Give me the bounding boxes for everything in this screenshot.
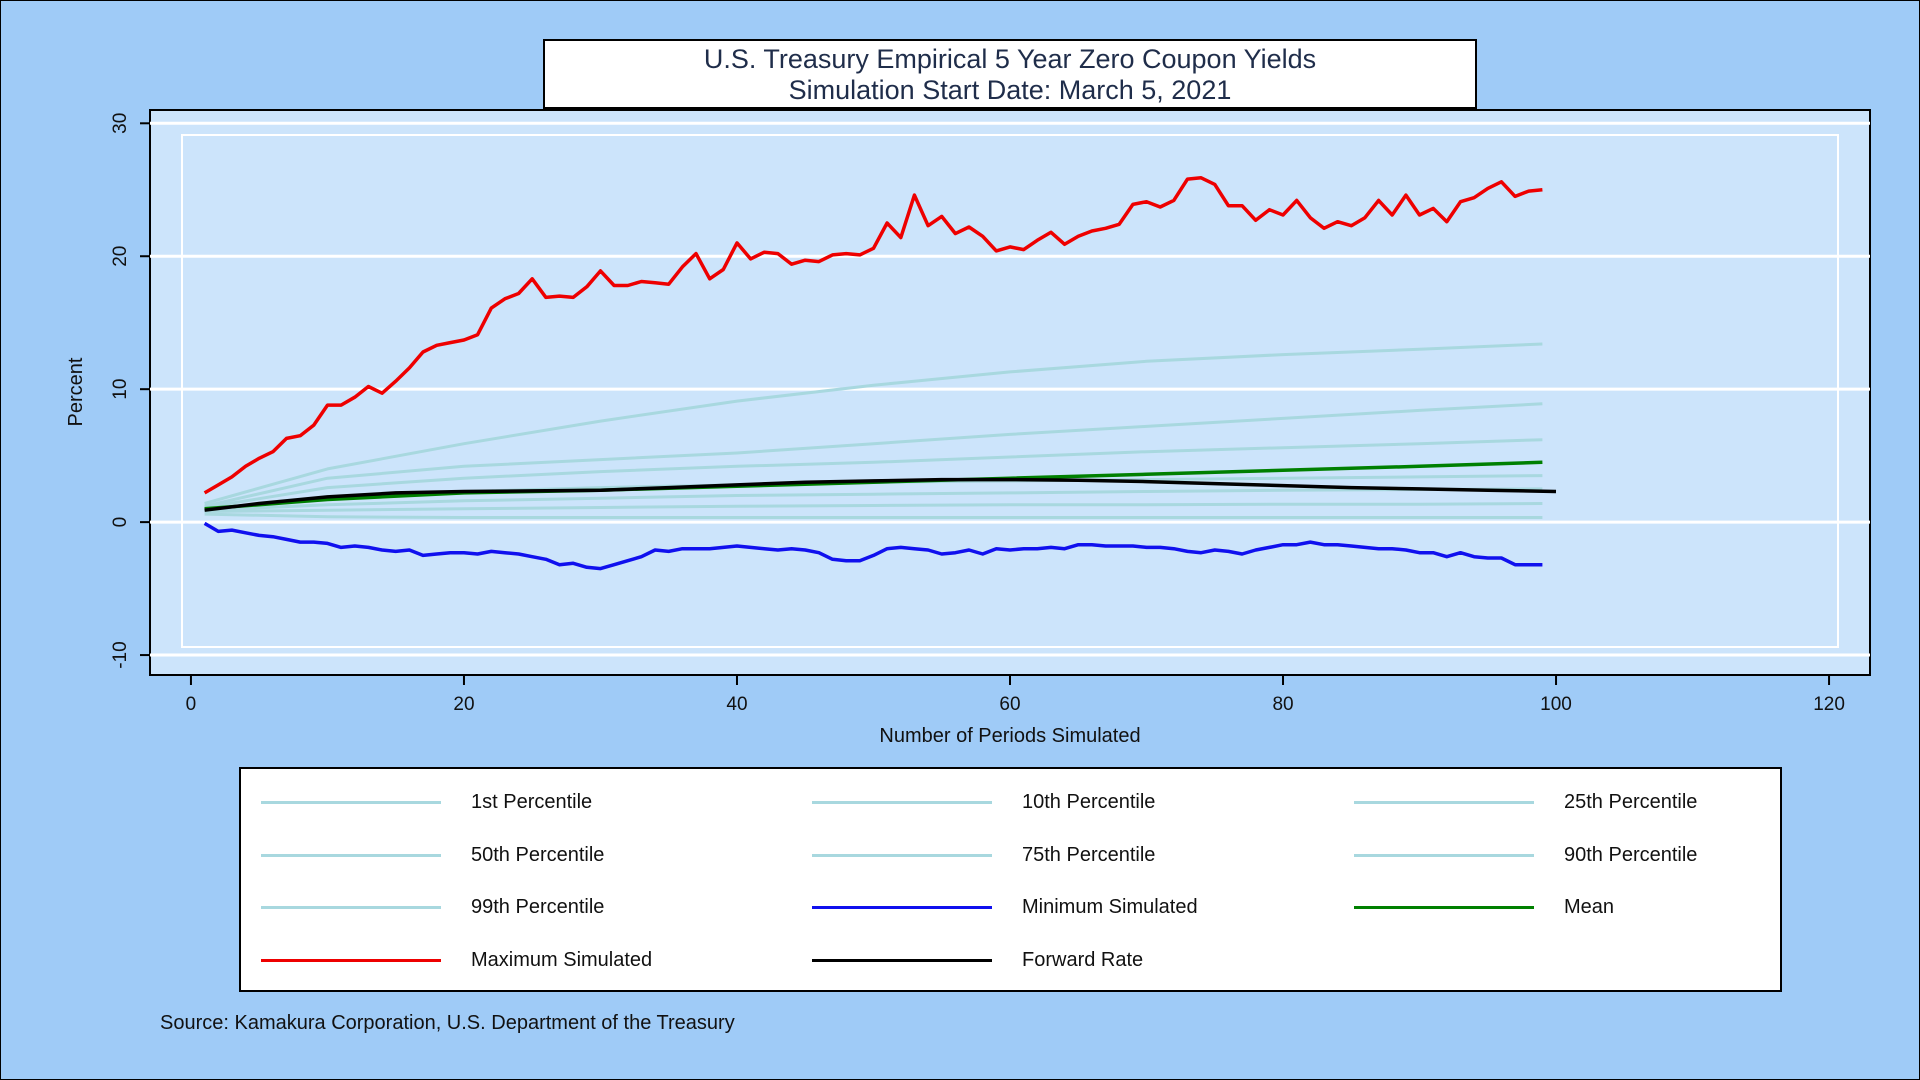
legend-swatch bbox=[812, 853, 992, 857]
x-tick-label-0: 0 bbox=[186, 694, 197, 715]
legend-label: Minimum Simulated bbox=[1022, 895, 1198, 918]
chart-subtitle: Simulation Start Date: March 5, 2021 bbox=[788, 75, 1232, 105]
series-line-25th-percentile bbox=[204, 487, 1543, 512]
x-tick-label-2: 40 bbox=[726, 694, 747, 715]
legend-swatch bbox=[261, 958, 441, 962]
y-tick-label-0: -10 bbox=[110, 641, 131, 668]
plot-area bbox=[149, 109, 1871, 676]
legend-label: 50th Percentile bbox=[471, 843, 605, 866]
y-tick-label-4: 30 bbox=[110, 113, 131, 134]
legend-swatch bbox=[1354, 905, 1534, 909]
series-line-99th-percentile bbox=[204, 342, 1543, 505]
legend-item-25th-percentile: 25th Percentile bbox=[1354, 787, 1697, 817]
x-axis-title: Number of Periods Simulated bbox=[879, 725, 1140, 747]
x-tick-label-1: 20 bbox=[453, 694, 474, 715]
source-note: Source: Kamakura Corporation, U.S. Depar… bbox=[160, 1012, 735, 1034]
axes: -10 0 10 20 30 0 20 40 60 80 100 120 bbox=[110, 113, 1845, 715]
chart-title-box: U.S. Treasury Empirical 5 Year Zero Coup… bbox=[543, 39, 1477, 109]
chart-title: U.S. Treasury Empirical 5 Year Zero Coup… bbox=[703, 44, 1317, 74]
x-tick-label-3: 60 bbox=[999, 694, 1020, 715]
legend-swatch bbox=[261, 853, 441, 857]
y-tick-label-3: 20 bbox=[110, 246, 131, 267]
x-tick-label-4: 80 bbox=[1272, 694, 1293, 715]
legend-swatch bbox=[261, 905, 441, 909]
legend-swatch bbox=[812, 958, 992, 962]
y-axis-title: Percent bbox=[65, 357, 87, 426]
legend-item-50th-percentile: 50th Percentile bbox=[261, 840, 604, 870]
legend-item-mean: Mean bbox=[1354, 892, 1614, 922]
legend-swatch bbox=[812, 905, 992, 909]
legend-label: Mean bbox=[1564, 895, 1615, 918]
legend-label: 75th Percentile bbox=[1022, 843, 1156, 866]
legend-label: 10th Percentile bbox=[1022, 790, 1156, 813]
legend-item-75th-percentile: 75th Percentile bbox=[812, 840, 1155, 870]
series-line-90th-percentile bbox=[204, 402, 1543, 508]
legend-swatch bbox=[1354, 853, 1534, 857]
plot-inner-frame bbox=[181, 134, 1839, 648]
legend-item-99th-percentile: 99th Percentile bbox=[261, 892, 604, 922]
legend-label: Maximum Simulated bbox=[471, 948, 653, 971]
legend-label: 25th Percentile bbox=[1564, 790, 1698, 813]
legend-item-10th-percentile: 10th Percentile bbox=[812, 787, 1155, 817]
grid-lines bbox=[150, 121, 1870, 657]
legend-item-1st-percentile: 1st Percentile bbox=[261, 787, 592, 817]
series-line-75th-percentile bbox=[204, 438, 1543, 509]
series-line-forward-rate bbox=[204, 477, 1557, 512]
series-lines bbox=[203, 176, 1557, 571]
series-line-minimum-simulated bbox=[203, 521, 1543, 571]
series-line-maximum-simulated bbox=[203, 176, 1543, 495]
legend-item-90th-percentile: 90th Percentile bbox=[1354, 840, 1697, 870]
legend: 1st Percentile 10th Percentile 25th Percen… bbox=[239, 767, 1782, 992]
legend-item-forward-rate: Forward Rate bbox=[812, 945, 1143, 975]
x-tick-label-5: 100 bbox=[1540, 694, 1572, 715]
series-line-10th-percentile bbox=[204, 502, 1543, 513]
y-tick-label-2: 10 bbox=[110, 379, 131, 400]
legend-item-maximum-simulated: Maximum Simulated bbox=[261, 945, 652, 975]
legend-label: 99th Percentile bbox=[471, 895, 605, 918]
series-line-1st-percentile bbox=[204, 512, 1543, 519]
legend-swatch bbox=[1354, 800, 1534, 804]
legend-label: 90th Percentile bbox=[1564, 843, 1698, 866]
x-tick-label-6: 120 bbox=[1813, 694, 1845, 715]
y-tick-label-1: 0 bbox=[110, 517, 131, 528]
legend-swatch bbox=[812, 800, 992, 804]
legend-item-minimum-simulated: Minimum Simulated bbox=[812, 892, 1198, 922]
legend-label: 1st Percentile bbox=[471, 790, 593, 813]
legend-swatch bbox=[261, 800, 441, 804]
legend-label: Forward Rate bbox=[1022, 948, 1144, 971]
